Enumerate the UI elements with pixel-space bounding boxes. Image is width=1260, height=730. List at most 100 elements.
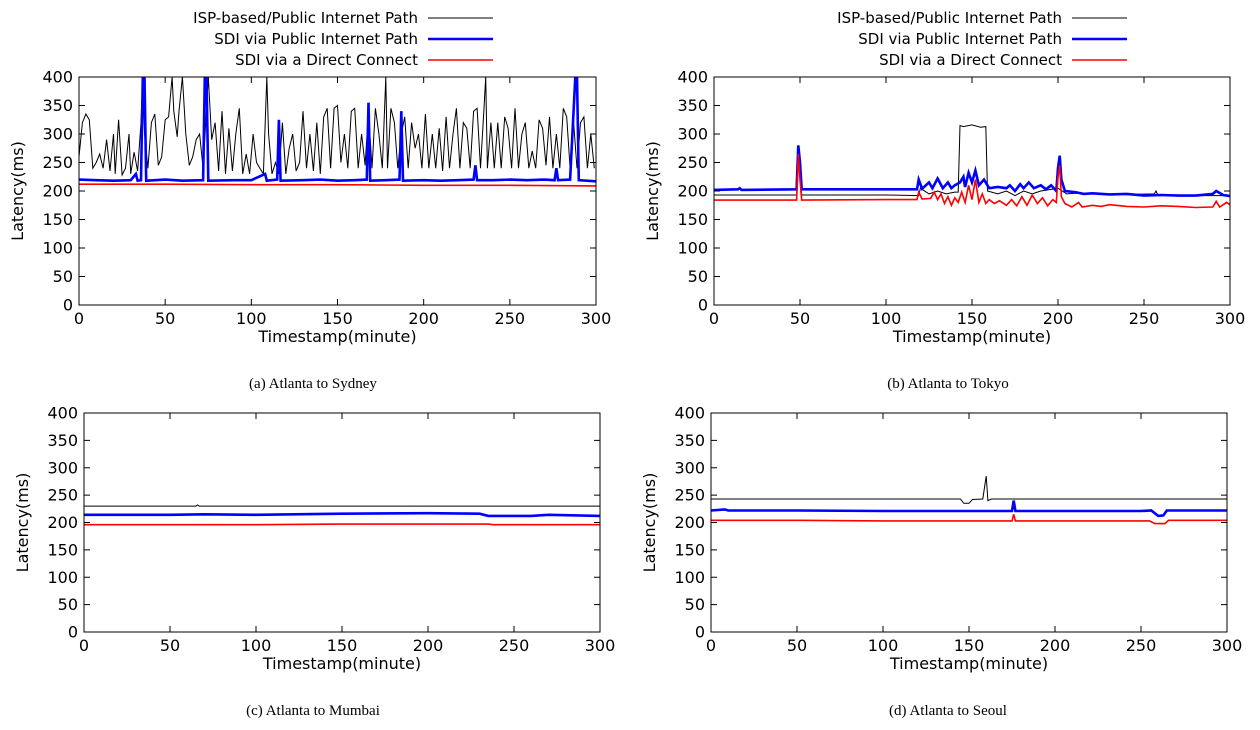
panel-caption: (b) Atlanta to Tokyo <box>887 376 1009 392</box>
chart-panel-3: 0 50 100 150 200 250 300 350 400 0 50 100 150 200 250 3… <box>640 404 1242 720</box>
y-tick-label: 350 <box>42 96 73 115</box>
y-tick-label: 350 <box>674 431 705 450</box>
y-axis-label: Latency(ms) <box>640 473 659 573</box>
y-tick-label: 50 <box>53 267 73 286</box>
y-tick-label: 400 <box>677 68 708 87</box>
x-tick-label: 200 <box>1040 636 1071 655</box>
x-tick-label: 100 <box>868 636 899 655</box>
series-line-2 <box>79 183 596 187</box>
series-line-0 <box>84 504 600 507</box>
y-tick-label: 150 <box>677 210 708 229</box>
y-tick-label: 350 <box>677 96 708 115</box>
panel-caption: (c) Atlanta to Mumbai <box>246 703 380 719</box>
chart-panel-0: 0 50 100 150 200 250 300 350 400 0 50 100 150 200 250 3… <box>8 9 611 392</box>
x-tick-label: 150 <box>957 309 988 328</box>
x-tick-label: 200 <box>408 309 439 328</box>
legend-label-2: SDI via a Direct Connect <box>235 51 418 69</box>
panel-caption: (d) Atlanta to Seoul <box>889 703 1007 719</box>
x-tick-label: 200 <box>413 636 444 655</box>
y-tick-label: 400 <box>674 404 705 423</box>
y-axis-label: Latency(ms) <box>643 141 662 241</box>
y-tick-label: 350 <box>47 431 78 450</box>
y-tick-label: 400 <box>42 68 73 87</box>
y-tick-label: 150 <box>42 210 73 229</box>
y-tick-label: 300 <box>47 458 78 477</box>
y-tick-label: 250 <box>47 486 78 505</box>
legend-label-1: SDI via Public Internet Path <box>214 30 418 48</box>
x-tick-label: 50 <box>160 636 180 655</box>
legend-label-2: SDI via a Direct Connect <box>879 51 1062 69</box>
x-tick-label: 0 <box>79 636 89 655</box>
y-tick-label: 0 <box>698 296 708 315</box>
y-tick-label: 200 <box>674 513 705 532</box>
series-line-1 <box>714 145 1230 198</box>
legend-label-0: ISP-based/Public Internet Path <box>193 9 418 27</box>
x-axis-label: Timestamp(minute) <box>257 327 416 346</box>
x-tick-label: 150 <box>954 636 985 655</box>
y-tick-label: 50 <box>685 595 705 614</box>
plot-frame <box>83 412 601 633</box>
x-tick-label: 100 <box>871 309 902 328</box>
x-tick-label: 0 <box>74 309 84 328</box>
series-line-1 <box>84 511 600 518</box>
x-tick-label: 50 <box>155 309 175 328</box>
x-tick-label: 250 <box>1126 636 1157 655</box>
y-tick-label: 250 <box>677 153 708 172</box>
y-tick-label: 200 <box>47 513 78 532</box>
y-tick-label: 50 <box>688 267 708 286</box>
x-tick-label: 100 <box>236 309 267 328</box>
x-tick-label: 0 <box>709 309 719 328</box>
y-tick-label: 100 <box>677 239 708 258</box>
series-line-2 <box>714 153 1230 209</box>
y-tick-label: 0 <box>63 296 73 315</box>
x-tick-label: 250 <box>499 636 530 655</box>
y-tick-label: 100 <box>42 239 73 258</box>
y-tick-label: 150 <box>674 540 705 559</box>
y-tick-label: 400 <box>47 404 78 423</box>
x-axis-label: Timestamp(minute) <box>892 327 1051 346</box>
x-axis-label: Timestamp(minute) <box>889 654 1048 673</box>
y-tick-label: 200 <box>677 182 708 201</box>
chart-panel-2: 0 50 100 150 200 250 300 350 400 0 50 100 150 200 250 3… <box>13 404 615 720</box>
x-tick-label: 50 <box>790 309 810 328</box>
series-line-2 <box>711 514 1227 525</box>
y-tick-label: 0 <box>695 623 705 642</box>
series-line-2 <box>84 523 600 526</box>
legend-label-0: ISP-based/Public Internet Path <box>837 9 1062 27</box>
x-tick-label: 300 <box>1212 636 1243 655</box>
x-tick-label: 200 <box>1043 309 1074 328</box>
y-tick-label: 100 <box>47 568 78 587</box>
y-tick-label: 250 <box>42 153 73 172</box>
x-tick-label: 300 <box>1215 309 1246 328</box>
x-tick-label: 250 <box>1129 309 1160 328</box>
x-tick-label: 150 <box>322 309 353 328</box>
y-tick-label: 200 <box>42 182 73 201</box>
series-line-0 <box>79 77 595 177</box>
plot-frame <box>713 76 1231 306</box>
y-axis-label: Latency(ms) <box>8 141 27 241</box>
chart-panel-1: 0 50 100 150 200 250 300 350 400 0 50 100 150 200 250 3… <box>643 9 1245 392</box>
y-tick-label: 250 <box>674 486 705 505</box>
x-tick-label: 100 <box>241 636 272 655</box>
x-tick-label: 250 <box>495 309 526 328</box>
y-tick-label: 100 <box>674 568 705 587</box>
y-tick-label: 300 <box>677 125 708 144</box>
y-tick-label: 300 <box>674 458 705 477</box>
x-tick-label: 150 <box>327 636 358 655</box>
legend-label-1: SDI via Public Internet Path <box>858 30 1062 48</box>
series-line-1 <box>711 500 1227 518</box>
series-line-1 <box>79 77 596 183</box>
x-axis-label: Timestamp(minute) <box>262 654 421 673</box>
y-tick-label: 0 <box>68 623 78 642</box>
panel-caption: (a) Atlanta to Sydney <box>249 376 377 392</box>
y-tick-label: 300 <box>42 125 73 144</box>
y-tick-label: 50 <box>58 595 78 614</box>
x-tick-label: 0 <box>706 636 716 655</box>
plot-frame <box>710 412 1228 633</box>
x-tick-label: 300 <box>581 309 612 328</box>
x-tick-label: 300 <box>585 636 616 655</box>
x-tick-label: 50 <box>787 636 807 655</box>
y-axis-label: Latency(ms) <box>13 473 32 573</box>
y-tick-label: 150 <box>47 540 78 559</box>
